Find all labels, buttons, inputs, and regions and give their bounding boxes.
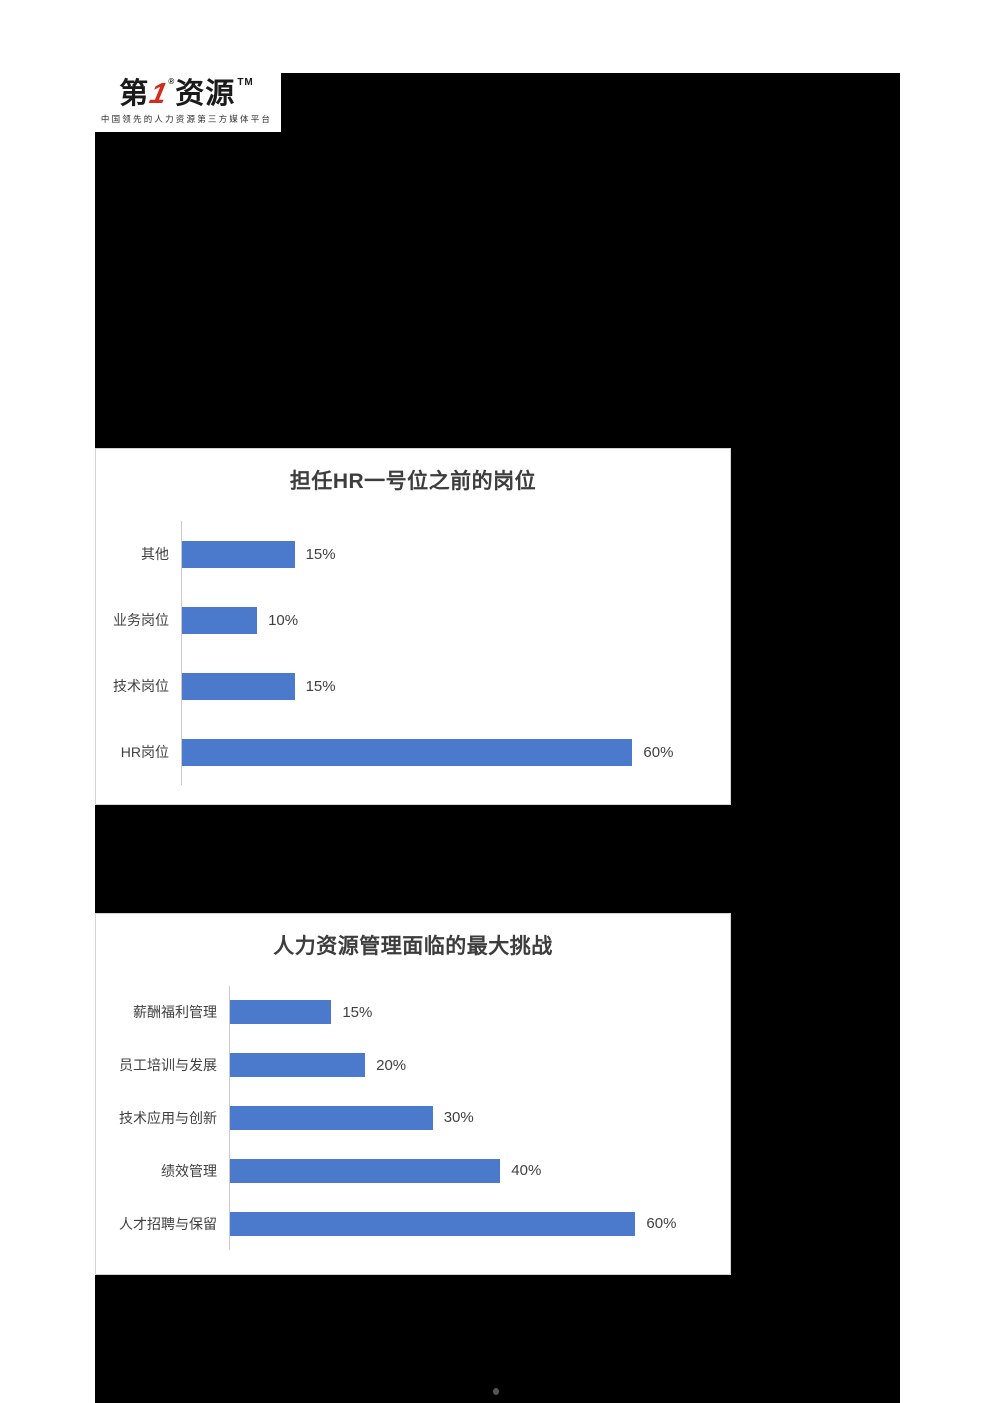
bar-area: 15%	[181, 521, 730, 587]
bar-area: 60%	[181, 719, 730, 785]
logo: 第 1 ® 资源 TM 中国领先的人力资源第三方媒体平台	[92, 73, 281, 132]
page-footer-dot	[493, 1388, 499, 1395]
bar-row: 员工培训与发展 20%	[96, 1038, 730, 1092]
bar-plot: 其他 15% 业务岗位 10% 技术岗位 15% HR岗位 60%	[96, 521, 730, 785]
category-label: 薪酬福利管理	[133, 1004, 217, 1021]
chart-card-hr-challenges: 人力资源管理面临的最大挑战 薪酬福利管理 15% 员工培训与发展 20% 技术应用与创新…	[95, 913, 731, 1275]
value-label: 20%	[376, 1056, 407, 1074]
logo-char-di: 第	[119, 78, 150, 110]
logo-tagline: 中国领先的人力资源第三方媒体平台	[100, 114, 273, 124]
category-label: 其他	[141, 546, 169, 562]
logo-wordmark: 第 1 ® 资源 TM	[119, 77, 254, 111]
bar-area: 30%	[229, 1091, 730, 1145]
value-label: 15%	[305, 677, 336, 695]
bar	[182, 540, 295, 568]
bar-plot: 薪酬福利管理 15% 员工培训与发展 20% 技术应用与创新 30% 绩效管理 40% 人才招聘…	[96, 986, 730, 1250]
bar	[230, 1000, 332, 1025]
value-label: 60%	[643, 743, 674, 761]
category-label: 技术岗位	[113, 678, 169, 694]
value-label: 15%	[305, 545, 336, 563]
value-label: 60%	[646, 1215, 677, 1233]
registered-mark-icon: ®	[168, 77, 176, 86]
bar	[230, 1211, 636, 1236]
value-label: 10%	[268, 611, 299, 629]
category-label: HR岗位	[120, 744, 169, 760]
bar	[230, 1158, 501, 1183]
bar-row: 业务岗位 10%	[96, 587, 730, 653]
bar-area: 15%	[181, 653, 730, 719]
bar-row: 其他 15%	[96, 521, 730, 587]
trademark-icon: TM	[237, 77, 254, 88]
category-label: 绩效管理	[161, 1162, 217, 1179]
bar-area: 60%	[229, 1197, 730, 1250]
logo-char-ziyuan: 资源	[175, 78, 236, 110]
chart-title: 人力资源管理面临的最大挑战	[273, 935, 553, 958]
bar	[182, 606, 258, 634]
bar-row: 薪酬福利管理 15%	[96, 986, 730, 1039]
bar-row: 技术岗位 15%	[96, 653, 730, 719]
value-label: 30%	[443, 1109, 474, 1127]
chart-title: 担任HR一号位之前的岗位	[289, 470, 537, 493]
logo-red-one: 1	[146, 78, 171, 110]
bar	[230, 1105, 433, 1130]
bar	[230, 1053, 366, 1078]
bar-area: 40%	[229, 1144, 730, 1198]
category-label: 员工培训与发展	[119, 1057, 217, 1074]
bar-row: HR岗位 60%	[96, 719, 730, 785]
bar	[182, 672, 295, 700]
bar-area: 10%	[181, 587, 730, 653]
bar-row: 技术应用与创新 30%	[96, 1091, 730, 1145]
value-label: 40%	[511, 1162, 542, 1180]
bar	[182, 738, 633, 766]
bar-area: 15%	[229, 986, 730, 1039]
bar-area: 20%	[229, 1038, 730, 1092]
category-label: 业务岗位	[113, 612, 169, 628]
category-label: 人才招聘与保留	[119, 1215, 217, 1232]
value-label: 15%	[342, 1003, 373, 1021]
bar-row: 绩效管理 40%	[96, 1144, 730, 1198]
chart-card-previous-positions: 担任HR一号位之前的岗位 其他 15% 业务岗位 10% 技术岗位 15% HR岗位 60%	[95, 448, 731, 805]
bar-row: 人才招聘与保留 60%	[96, 1197, 730, 1250]
category-label: 技术应用与创新	[119, 1109, 217, 1126]
